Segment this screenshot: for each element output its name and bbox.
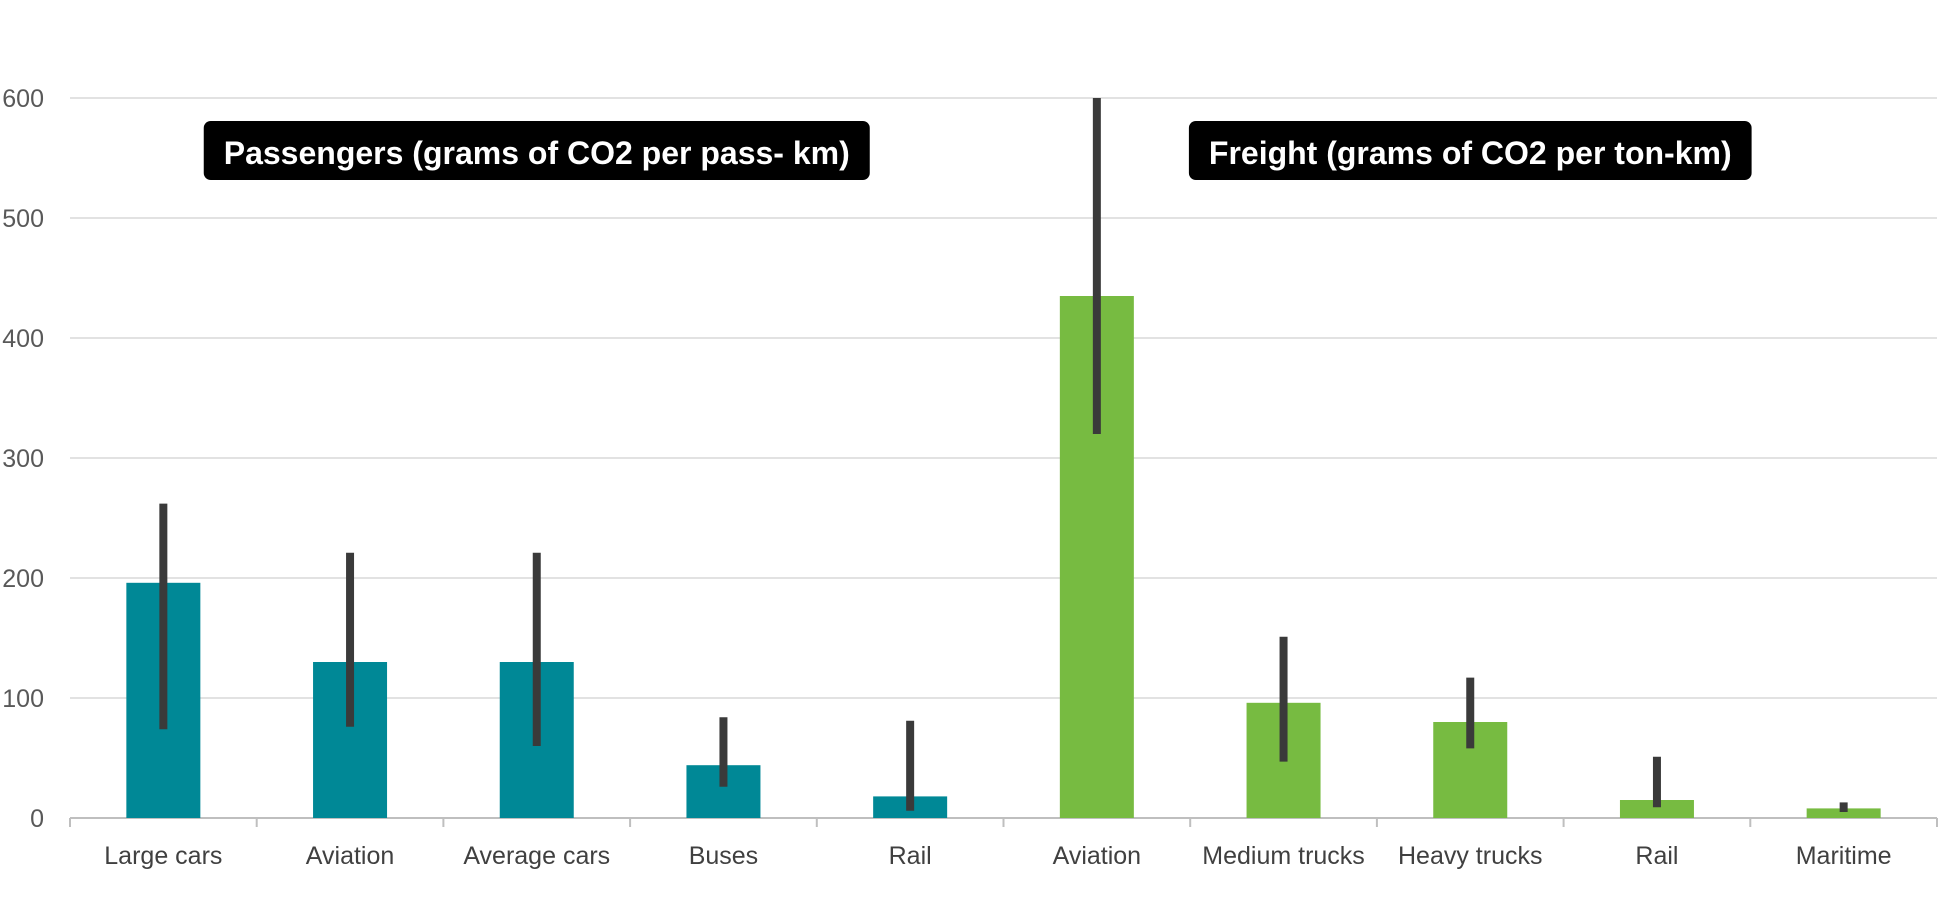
y-tick-label: 400	[2, 325, 44, 353]
x-category-label: Heavy trucks	[1398, 842, 1542, 870]
bar	[1806, 808, 1881, 818]
y-tick-label: 100	[2, 685, 44, 713]
labels: 0 100 200 300 400 500 600 Large cars Aviation Ave…	[2, 85, 1891, 870]
x-category-label: Average cars	[463, 842, 610, 870]
group-title-text: Freight (grams of CO2 per ton-km)	[1209, 135, 1732, 171]
y-tick-label: 600	[2, 85, 44, 113]
group-title-box	[1188, 121, 1752, 180]
axes	[69, 817, 1938, 827]
bars	[126, 296, 1881, 818]
x-category-label: Aviation	[1053, 842, 1142, 870]
x-category-label: Rail	[1635, 842, 1678, 870]
group-title-freight: Freight (grams of CO2 per ton-km)	[1188, 121, 1752, 180]
bar	[1619, 800, 1694, 818]
y-tick-label: 0	[30, 805, 44, 833]
x-category-label: Medium trucks	[1202, 842, 1365, 870]
y-tick-label: 500	[2, 205, 44, 233]
group-titles: Passengers (grams of CO2 per pass- km) Fr…	[203, 121, 1752, 180]
y-tick-label: 200	[2, 565, 44, 593]
group-title-text: Passengers (grams of CO2 per pass- km)	[224, 135, 850, 171]
group-title-box	[203, 121, 870, 180]
error-bars	[159, 98, 1848, 812]
x-category-label: Maritime	[1796, 842, 1892, 870]
x-category-label: Rail	[889, 842, 932, 870]
group-title-passengers: Passengers (grams of CO2 per pass- km)	[203, 121, 870, 180]
x-category-label: Large cars	[104, 842, 222, 870]
y-tick-label: 300	[2, 445, 44, 473]
x-category-label: Buses	[689, 842, 758, 870]
x-category-label: Aviation	[306, 842, 395, 870]
gridlines	[70, 97, 1937, 699]
